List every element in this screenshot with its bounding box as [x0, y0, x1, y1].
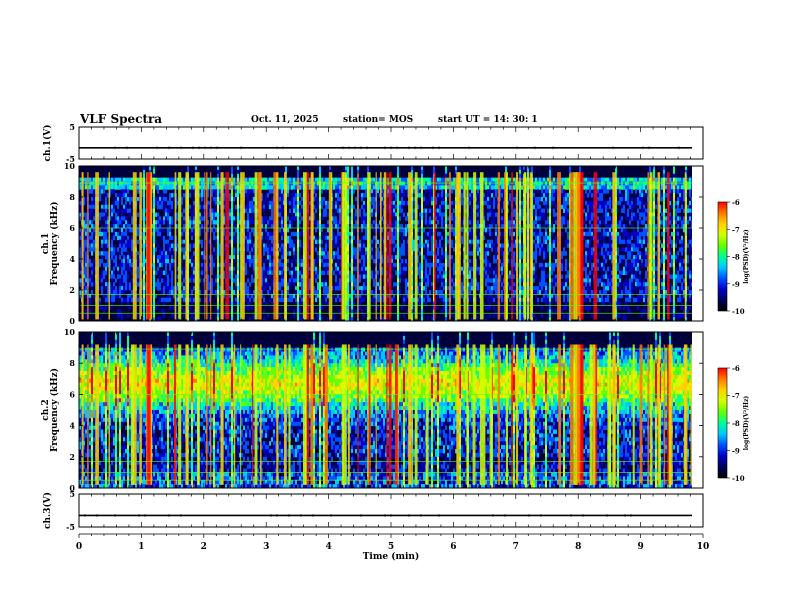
- x-tick-label: 8: [575, 542, 581, 552]
- y-tick-label: 0: [69, 316, 75, 326]
- y-tick-label: 2: [69, 285, 75, 295]
- panel-ylabel: ch.1(V): [42, 125, 53, 162]
- y-tick-label: 4: [69, 421, 75, 431]
- panel-ylabel-sub: Frequency (kHz): [49, 368, 60, 452]
- x-tick-label: 0: [76, 542, 82, 552]
- colorbar-tick-label: -10: [732, 307, 745, 316]
- y-tick-label: 10: [64, 327, 76, 337]
- date-label: Oct. 11, 2025: [251, 115, 319, 125]
- spectrogram-layer: [79, 146, 703, 517]
- x-tick-label: 9: [637, 542, 643, 552]
- colorbar-label: log(PSD)(V²/Hz): [743, 396, 750, 451]
- y-tick-label: 2: [69, 452, 75, 462]
- colorbar-label: log(PSD)(V²/Hz): [743, 229, 750, 284]
- colorbar-2: [717, 367, 728, 479]
- colorbar-tick-label: -8: [732, 253, 740, 262]
- panel-ylabel-sub: Frequency (kHz): [49, 201, 60, 285]
- x-tick-label: 4: [325, 542, 331, 552]
- axes-layer: [78, 126, 730, 538]
- colorbar-tick-label: -10: [732, 474, 745, 483]
- colorbar-tick-label: -9: [732, 447, 740, 456]
- colorbar-tick-label: -7: [732, 225, 740, 234]
- panel-ylabel: ch.1: [41, 233, 51, 254]
- colorbar-tick-label: -8: [732, 419, 740, 428]
- colorbar-tick-label: -6: [732, 198, 740, 207]
- panel-ylabel: ch.3(V): [42, 492, 53, 529]
- y-tick-label: 10: [64, 161, 76, 171]
- x-tick-label: 2: [201, 542, 207, 552]
- y-tick-label: 5: [69, 489, 75, 499]
- y-tick-label: 8: [69, 192, 75, 202]
- start-ut-label: start UT = 14: 30: 1: [438, 115, 538, 125]
- x-tick-label: 1: [138, 542, 144, 552]
- x-tick-label: 7: [513, 542, 519, 552]
- y-tick-label: 4: [69, 254, 75, 264]
- x-axis-label: Time (min): [363, 551, 420, 562]
- y-tick-label: -5: [66, 522, 75, 532]
- y-tick-label: 6: [69, 223, 75, 233]
- y-tick-label: 8: [69, 358, 75, 368]
- y-tick-label: 5: [69, 122, 75, 132]
- y-tick-label: 0: [69, 483, 75, 493]
- x-tick-label: 6: [450, 542, 456, 552]
- spectrogram-panel-1: [79, 166, 703, 322]
- colorbar-tick-label: -9: [732, 280, 740, 289]
- spectrogram-panel-2: [79, 332, 703, 489]
- colorbar-tick-label: -7: [732, 392, 740, 401]
- chart-title: VLF Spectra: [80, 112, 163, 126]
- x-tick-label: 3: [263, 542, 269, 552]
- panel-ylabel: ch.2: [41, 399, 51, 420]
- y-tick-label: -5: [66, 154, 75, 164]
- x-tick-label: 5: [388, 542, 394, 552]
- colorbar-1: [717, 201, 728, 312]
- colorbar-tick-label: -6: [732, 364, 740, 373]
- x-tick-label: 10: [697, 542, 710, 552]
- y-tick-label: 6: [69, 389, 75, 399]
- station-label: station= MOS: [343, 115, 414, 125]
- text-layer: ch.1(V) 5 -5 -6 -7 -8 -9 -10 log(PSD)(V²/Hz) ch.1…: [41, 122, 750, 562]
